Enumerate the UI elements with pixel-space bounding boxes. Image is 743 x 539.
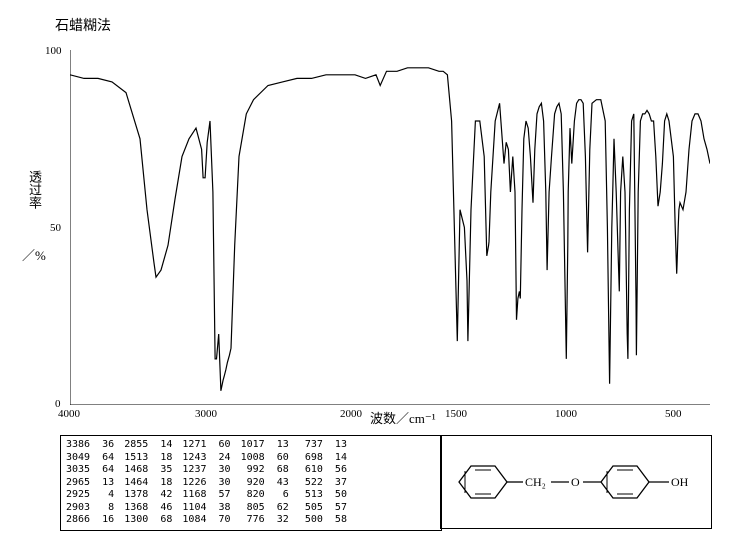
chart-title: 石蜡糊法	[55, 15, 111, 35]
xtick-4000: 4000	[58, 408, 80, 420]
peak-col-1: 2855 14 1513 18 1468 35 1464 18 1378 42 …	[124, 439, 172, 527]
x-axis-label: 波数／cm⁻¹	[370, 408, 436, 427]
xtick-2000: 2000	[340, 408, 362, 420]
xtick-500: 500	[665, 408, 682, 420]
y-axis-label-bot: ／%	[22, 245, 46, 264]
peak-col-0: 3386 36 3049 64 3035 64 2965 13 2925 4 2…	[66, 439, 114, 527]
molecular-structure: CH₂ O OH	[440, 435, 712, 529]
ytick-50: 50	[50, 222, 61, 234]
xtick-1000: 1000	[555, 408, 577, 420]
o-label: O	[571, 475, 580, 489]
ch2-label: CH₂	[525, 475, 546, 489]
peak-col-2: 1271 60 1243 24 1237 30 1226 30 1168 57 …	[182, 439, 230, 527]
y-axis-label-top: 透过率	[25, 170, 44, 209]
xtick-1500: 1500	[445, 408, 467, 420]
peak-col-4: 737 13 698 14 610 56 522 37 513 50 505 5…	[299, 439, 347, 527]
structure-svg: CH₂ O OH	[441, 436, 711, 528]
peak-col-3: 1017 13 1008 60 992 68 920 43 820 6 805 …	[241, 439, 289, 527]
spectrum-line	[70, 50, 710, 405]
xtick-3000: 3000	[195, 408, 217, 420]
ir-spectrum-chart	[70, 50, 710, 405]
ytick-100: 100	[45, 45, 62, 57]
oh-label: OH	[671, 475, 689, 489]
peak-data-table: 3386 36 3049 64 3035 64 2965 13 2925 4 2…	[60, 435, 442, 531]
